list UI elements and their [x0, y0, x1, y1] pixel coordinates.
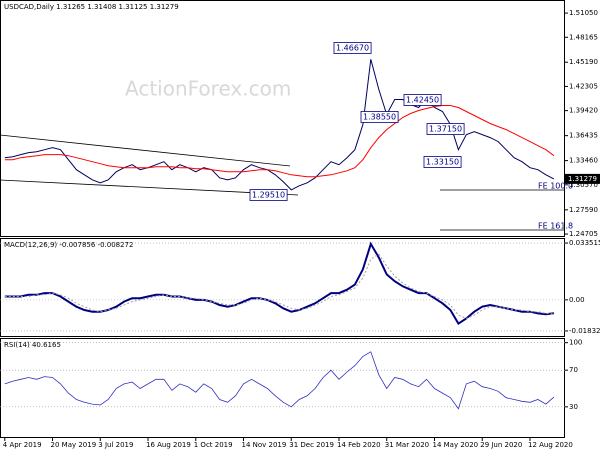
macd-title: MACD(12,26,9) -0.007856 -0.008272 [4, 241, 133, 249]
annotation: 1.29510 [252, 191, 285, 200]
y-tick-label: 1.27590 [569, 206, 598, 214]
series-line [4, 253, 554, 320]
annotation: 1.42450 [406, 96, 439, 105]
annotation: 1.46670 [336, 44, 369, 53]
y-tick-label: 1.42305 [569, 82, 598, 90]
y-tick-label: -0.018324 [569, 327, 600, 335]
x-tick-label: 4 Apr 2019 [3, 441, 42, 449]
current-price-label: 1.31279 [568, 175, 597, 183]
annotation-box [249, 189, 288, 201]
annotation: 1.33150 [426, 158, 459, 167]
x-tick-label: 14 Feb 2020 [337, 441, 381, 449]
y-tick-label: 1.30570 [569, 181, 598, 189]
x-tick-label: 14 May 2020 [432, 441, 478, 449]
x-tick-label: 31 Dec 2019 [289, 441, 334, 449]
annotation-box [403, 94, 442, 106]
trend-line [0, 134, 291, 167]
x-tick-label: 12 Aug 2020 [528, 441, 573, 449]
series-line [4, 59, 555, 191]
y-tick-label: 0.00 [569, 296, 585, 304]
series-line [4, 351, 555, 410]
macd-panel [0, 238, 565, 337]
y-tick-label: 1.36435 [569, 132, 598, 140]
price-panel [0, 0, 565, 237]
price-title: USDCAD,Daily 1.31265 1.31408 1.31125 1.3… [4, 3, 179, 11]
y-tick-label: 1.45190 [569, 58, 598, 66]
y-tick-label: 0.033515 [569, 239, 600, 247]
rsi-title: RSI(14) 40.6165 [4, 341, 61, 349]
x-tick-label: 1 Oct 2019 [194, 441, 233, 449]
annotation: FE 100.0 [538, 182, 573, 191]
x-tick-label: 16 Aug 2019 [146, 441, 191, 449]
y-tick-label: 1.39420 [569, 107, 598, 115]
annotation: 1.38550 [363, 113, 396, 122]
x-tick-label: 31 Mar 2020 [385, 441, 429, 449]
annotation-box [423, 156, 462, 168]
y-tick-label: 100 [569, 339, 582, 347]
watermark: ActionForex.com [125, 77, 291, 101]
trend-line [0, 179, 299, 196]
y-tick-label: 30 [569, 403, 578, 411]
y-tick-label: 1.51050 [569, 9, 598, 17]
annotation-box [426, 123, 465, 135]
x-tick-label: 29 Jun 2020 [480, 441, 522, 449]
series-line [4, 105, 555, 178]
annotation: 1.37150 [429, 125, 462, 134]
y-tick-label: 70 [569, 366, 578, 374]
y-tick-label: 1.48165 [569, 33, 598, 41]
x-tick-label: 3 Jul 2019 [98, 441, 133, 449]
annotation-box [360, 111, 399, 123]
x-tick-label: 20 May 2019 [51, 441, 97, 449]
y-tick-label: 1.33460 [569, 157, 598, 165]
annotation: FE 161.8 [538, 222, 573, 231]
rsi-panel [0, 338, 565, 438]
x-tick-label: 14 Nov 2019 [242, 441, 287, 449]
y-tick-label: 1.24705 [569, 230, 598, 238]
current-price-box [565, 173, 600, 184]
series-line [4, 241, 555, 326]
annotation-box [333, 42, 372, 54]
